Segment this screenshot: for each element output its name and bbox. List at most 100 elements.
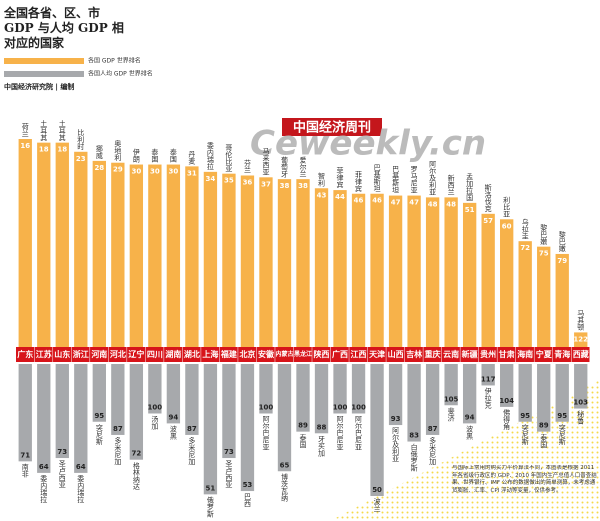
data-label: 18 — [57, 146, 67, 154]
x-tick-label: 福建 — [220, 349, 238, 359]
x-tick-label: 北京 — [239, 349, 255, 359]
data-label: 60 — [502, 222, 512, 230]
bar — [166, 364, 181, 424]
bar — [574, 332, 588, 347]
category-band — [16, 347, 35, 362]
x-tick-label: 甘肃 — [499, 349, 515, 359]
country-label: 葡萄牙 — [280, 155, 288, 178]
country-label: 突尼斯 — [95, 423, 103, 446]
country-label: 土耳其 — [58, 119, 66, 142]
x-tick-label: 山东 — [54, 349, 70, 359]
country-label: 波兰 — [373, 497, 381, 512]
country-label: 伊拉克 — [484, 387, 492, 410]
country-label: 俄罗斯 — [206, 496, 214, 519]
x-tick-label: 山西 — [388, 349, 404, 359]
bar — [129, 364, 144, 460]
data-label: 47 — [409, 199, 419, 207]
country-label: 波黑 — [466, 425, 474, 441]
logo-box — [282, 118, 382, 136]
country-label: 白俄罗斯 — [410, 443, 418, 473]
x-tick-label: 广东 — [17, 349, 33, 359]
data-label: 104 — [499, 397, 514, 405]
data-label: 73 — [57, 448, 67, 456]
country-label: 智利 — [318, 171, 326, 186]
bar — [574, 364, 588, 409]
bar — [500, 219, 514, 347]
data-label: 51 — [465, 206, 475, 214]
bar — [37, 142, 51, 347]
bar — [296, 179, 310, 347]
bar — [111, 364, 125, 435]
legend-label: 各国人均 GDP 世界排名 — [88, 70, 153, 78]
country-label: 阿尔及利亚 — [392, 426, 400, 462]
bar — [74, 364, 88, 473]
bar — [18, 364, 32, 462]
note: 与国际上常用的购买力平价算法不同，本图表是根据 2011 年各省级行政区的 GD… — [452, 465, 597, 494]
bar — [462, 202, 477, 347]
category-band — [312, 347, 331, 362]
x-tick-label: 四川 — [147, 350, 163, 359]
x-tick-label: 湖南 — [165, 349, 181, 359]
category-band — [71, 347, 90, 362]
data-label: 94 — [169, 413, 179, 421]
country-label: 泰国 — [151, 148, 159, 164]
data-label: 79 — [557, 257, 567, 265]
data-label: 47 — [391, 199, 401, 207]
bar — [148, 364, 162, 414]
bar — [203, 171, 218, 347]
data-label: 53 — [243, 481, 253, 489]
data-label: 38 — [298, 182, 308, 190]
data-label: 100 — [351, 404, 366, 412]
country-label: 泰国 — [169, 148, 177, 164]
country-label: 罗马尼亚 — [410, 166, 418, 194]
country-label: 爱尔兰 — [299, 156, 307, 177]
country-label: 斐济 — [447, 406, 455, 422]
data-label: 71 — [20, 451, 30, 459]
country-label: 马其顿 — [577, 309, 585, 331]
country-label: 委内瑞拉 — [77, 474, 85, 504]
data-label: 30 — [150, 168, 160, 176]
country-label: 牙买加 — [318, 435, 326, 457]
bar — [222, 364, 236, 459]
country-label: 利比亚 — [503, 195, 511, 217]
data-label: 87 — [428, 425, 438, 433]
data-label: 89 — [298, 422, 308, 430]
bar — [518, 364, 532, 422]
x-tick-label: 海南 — [517, 349, 533, 359]
note-box: 与国际上常用的购买力平价算法不同，本图表是根据 2011 年各省级行政区的 GD… — [452, 465, 597, 494]
country-label: 菲律宾 — [336, 166, 344, 189]
country-label: 巴基斯坦 — [392, 166, 400, 194]
category-band — [460, 347, 479, 362]
data-label: 44 — [335, 193, 345, 201]
x-tick-label: 安徽 — [258, 349, 275, 359]
category-band — [367, 347, 386, 362]
country-label: 阿尔巴尼亚 — [336, 415, 344, 451]
category-band — [478, 347, 497, 362]
country-label: 马来西亚 — [262, 147, 270, 175]
x-tick-label: 新疆 — [462, 349, 478, 359]
country-label: 哥伦比亚 — [225, 144, 233, 172]
bar — [388, 195, 403, 347]
data-label: 16 — [20, 142, 30, 150]
bar — [296, 364, 310, 432]
bar — [407, 195, 421, 347]
x-tick-label: 天津 — [369, 349, 385, 359]
x-tick-label: 云南 — [443, 349, 459, 359]
bar — [129, 164, 144, 347]
data-label: 75 — [539, 250, 549, 258]
data-label: 46 — [372, 197, 382, 205]
data-label: 72 — [520, 244, 530, 252]
x-tick-label: 广西 — [332, 349, 348, 359]
country-label: 泰国 — [540, 433, 548, 449]
country-label: 丹麦 — [188, 150, 196, 165]
bar — [425, 364, 440, 435]
country-label: 佛得角 — [503, 408, 511, 431]
data-label: 72 — [131, 450, 141, 458]
country-label: 芬兰 — [243, 159, 251, 174]
country-label: 黎巴嫩 — [540, 223, 548, 246]
country-label: 黎巴嫩 — [558, 230, 566, 253]
bar — [240, 175, 255, 347]
bar — [55, 364, 69, 459]
x-tick-label: 湖北 — [184, 349, 200, 359]
